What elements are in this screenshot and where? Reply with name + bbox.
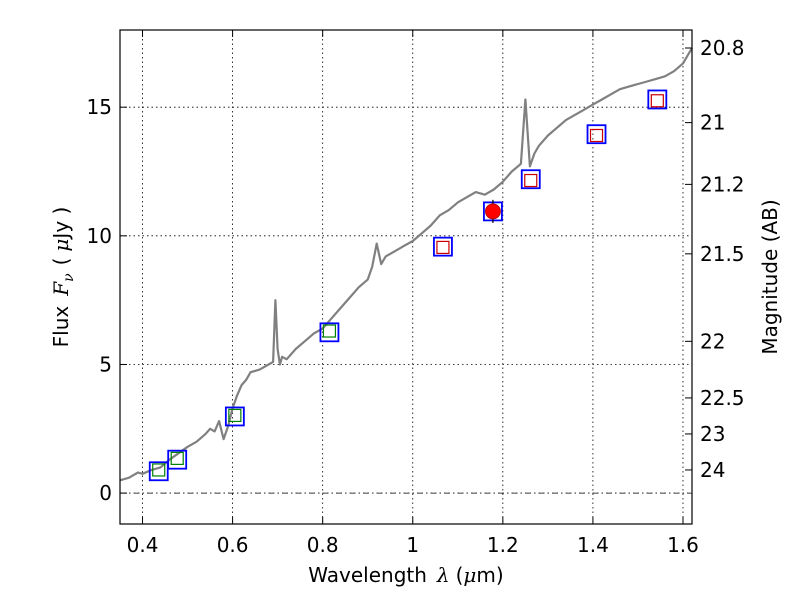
observed-box-2 bbox=[224, 406, 245, 427]
model-box-0 bbox=[152, 463, 166, 477]
y-tick-label-2: 10 bbox=[87, 224, 112, 248]
model-box-5 bbox=[524, 173, 538, 188]
x-tick-label-1: 0.6 bbox=[217, 533, 249, 557]
x-tick-label-0: 0.4 bbox=[127, 533, 159, 557]
observed-box-0 bbox=[148, 461, 169, 482]
right-tick-label-2: 21.2 bbox=[700, 172, 745, 196]
observed-box-3 bbox=[319, 322, 340, 343]
x-tick-label-6: 1.6 bbox=[667, 533, 699, 557]
right-tick-label-4: 22 bbox=[700, 329, 725, 353]
right-tick-label-5: 22.5 bbox=[700, 386, 745, 410]
spectroscopic-flux-series bbox=[485, 199, 501, 223]
model-box-1 bbox=[170, 451, 184, 465]
spectrum-line bbox=[119, 47, 693, 482]
model-box-2 bbox=[228, 408, 242, 423]
x-axis-ticks: 0.4 0.6 0.8 1 1.2 1.4 1.6 bbox=[127, 30, 699, 557]
x-tick-label-4: 1.2 bbox=[487, 533, 519, 557]
model-box-4 bbox=[436, 240, 450, 255]
observed-box-8 bbox=[647, 89, 668, 110]
right-axis-label: Magnitude (AB) bbox=[758, 199, 782, 354]
highlight-point bbox=[485, 203, 501, 220]
model-box-3 bbox=[322, 324, 337, 338]
observed-box-7 bbox=[586, 124, 607, 145]
observed-box-1 bbox=[167, 449, 188, 470]
x-axis-label: Wavelength λ (μm) bbox=[308, 563, 503, 587]
right-tick-label-7: 24 bbox=[700, 458, 725, 482]
y-axis-label: FluxFν(μJy ) bbox=[49, 207, 77, 348]
model-spectrum bbox=[119, 47, 693, 482]
y-tick-label-1: 5 bbox=[99, 352, 112, 376]
x-tick-label-3: 1 bbox=[406, 533, 419, 557]
plot-frame bbox=[119, 29, 693, 525]
observed-box-6 bbox=[520, 169, 541, 190]
observed-box-4 bbox=[433, 236, 453, 257]
right-tick-label-3: 21.5 bbox=[700, 242, 745, 266]
x-tick-label-5: 1.4 bbox=[577, 533, 609, 557]
model-box-6 bbox=[589, 128, 604, 143]
right-tick-label-6: 23 bbox=[700, 422, 725, 446]
y-tick-label-3: 15 bbox=[87, 95, 112, 119]
right-axis-ticks: 20.8 21 21.2 21.5 22 22.5 23 24 bbox=[685, 36, 745, 482]
right-tick-label-1: 21 bbox=[700, 111, 725, 135]
x-tick-label-2: 0.8 bbox=[307, 533, 339, 557]
model-photometry-series bbox=[152, 94, 664, 477]
right-tick-label-0: 20.8 bbox=[700, 36, 745, 60]
model-box-7 bbox=[650, 94, 664, 108]
y-tick-label-0: 0 bbox=[99, 481, 112, 505]
y-axis-ticks: 0 5 10 15 bbox=[87, 95, 127, 505]
